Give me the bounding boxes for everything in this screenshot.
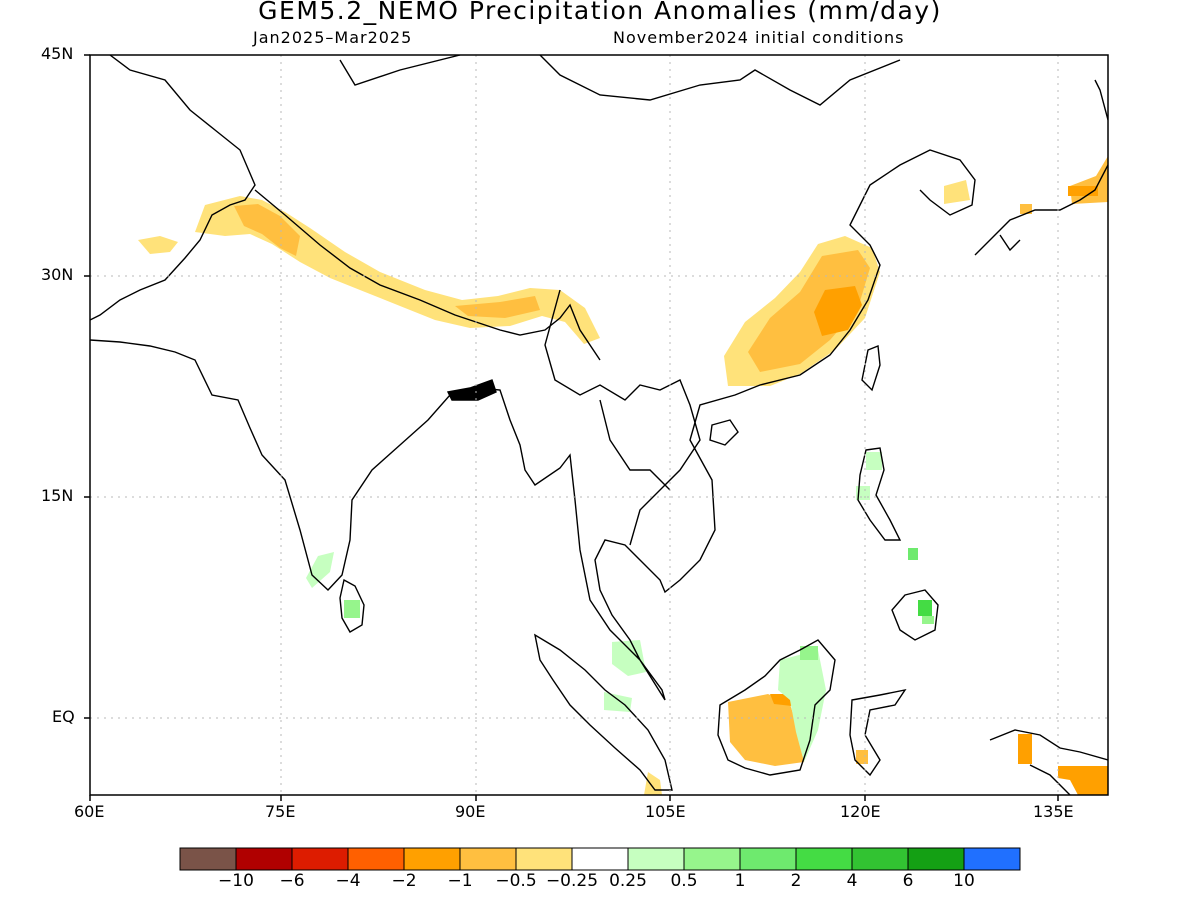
colorbar-tick-label: 1	[734, 871, 746, 891]
valid-period: Jan2025–Mar2025	[253, 28, 413, 47]
colorbar-tick-label: 4	[846, 871, 858, 891]
afghanistan-dry-patch	[138, 236, 178, 254]
sri-lanka-wet-spot	[344, 600, 360, 618]
himalaya-border	[254, 189, 601, 361]
colorbar-tick-label: −1	[447, 871, 473, 891]
sumatra-wet-patch	[612, 640, 646, 676]
coastlines	[90, 55, 1108, 795]
colorbar-tick-label: 6	[902, 871, 914, 891]
mindanao-wet-spot	[918, 600, 932, 616]
colorbar-tick-label: 10	[953, 871, 975, 891]
asia-mainland-coast	[90, 149, 976, 701]
colorbar-swatch	[739, 847, 797, 871]
axis-ticks	[84, 54, 1059, 801]
luzon-coast	[857, 447, 902, 541]
lon-label-105e: 105E	[645, 802, 686, 821]
taiwan-coast	[861, 345, 881, 392]
sumatra-coast	[534, 633, 673, 791]
colorbar-swatch	[963, 847, 1021, 871]
lat-label-45n: 45N	[41, 44, 74, 63]
colorbar-swatch	[235, 847, 293, 871]
colorbar-tick-label: −2	[391, 871, 417, 891]
luzon-wet-spot	[866, 452, 882, 470]
colorbar-swatch	[795, 847, 853, 871]
colorbar-swatch	[179, 847, 237, 871]
bengal-delta	[446, 379, 497, 401]
anomaly-shading	[138, 156, 1108, 795]
map-title: GEM5.2_NEMO Precipitation Anomalies (mm/…	[258, 0, 942, 25]
colorbar-swatch	[571, 847, 629, 871]
himalaya-dry-core	[455, 296, 540, 318]
colorbar-tick-label: 0.5	[670, 871, 698, 891]
lat-label-eq: EQ	[52, 707, 75, 726]
borneo-wet-core	[800, 646, 818, 660]
colorbar-swatch	[907, 847, 965, 871]
west-papua-dry-spot	[1018, 734, 1032, 764]
honshu-dry-spot	[1020, 204, 1032, 214]
colorbar-tick-label: −0.5	[495, 871, 537, 891]
karakoram-dry-core	[234, 204, 300, 256]
initial-conditions: November2024 initial conditions	[613, 28, 905, 47]
borneo-dry-area	[728, 694, 804, 766]
colorbar-tick-label: −4	[335, 871, 361, 891]
mindanao-wet-edge	[922, 616, 934, 624]
india-region-borders	[90, 55, 256, 321]
sulawesi-dry-spot	[856, 750, 868, 764]
lon-label-90e: 90E	[455, 802, 486, 821]
gridlines	[90, 55, 1108, 795]
colorbar-swatch	[459, 847, 517, 871]
colorbar-tick-label: −0.25	[545, 871, 599, 891]
colorbar-tick-label: 0.25	[609, 871, 647, 891]
colorbar-tick-label: −6	[279, 871, 305, 891]
colorbar-tick-label: −10	[218, 871, 254, 891]
borneo-wet-patch	[778, 650, 826, 762]
south-india-wet-spot	[306, 552, 334, 588]
indochina-borders	[544, 289, 701, 546]
borneo-coast	[717, 639, 836, 776]
colorbar-swatch	[515, 847, 573, 871]
lon-label-135e: 135E	[1033, 802, 1074, 821]
lon-label-75e: 75E	[265, 802, 296, 821]
colorbar-tick-label: 2	[790, 871, 802, 891]
new-guinea-coast	[989, 729, 1108, 795]
colorbar-swatch	[347, 847, 405, 871]
mindanao-coast	[891, 589, 939, 641]
colorbar-swatch	[627, 847, 685, 871]
sri-lanka-coast	[339, 578, 365, 633]
colorbar-swatch	[403, 847, 461, 871]
south-china-dry-core	[748, 250, 870, 372]
lat-label-30n: 30N	[41, 265, 74, 284]
lat-label-15n: 15N	[41, 486, 74, 505]
colorbar-swatch	[291, 847, 349, 871]
map-frame	[89, 54, 1109, 796]
lon-label-60e: 60E	[74, 802, 105, 821]
fujian-dry-spot	[814, 286, 862, 336]
java-dry-spot	[644, 772, 662, 795]
colorbar-swatch	[851, 847, 909, 871]
japan-coast	[974, 79, 1108, 256]
sumatra-wet-edge	[604, 692, 632, 712]
hainan-coast	[709, 419, 739, 446]
philippines-wet-spot	[908, 548, 918, 560]
new-guinea-dry-area	[1058, 766, 1108, 795]
korea-dry-spot	[944, 180, 970, 204]
china-north-border	[339, 55, 901, 106]
colorbar-swatch	[683, 847, 741, 871]
lon-label-120e: 120E	[840, 802, 881, 821]
